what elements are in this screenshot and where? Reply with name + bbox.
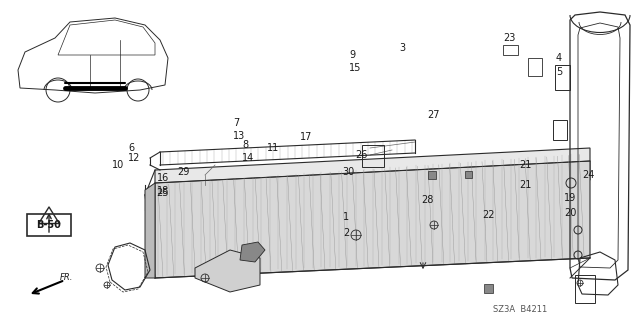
Text: 20: 20 xyxy=(564,208,577,218)
Bar xyxy=(528,58,542,76)
Polygon shape xyxy=(483,284,493,293)
Polygon shape xyxy=(155,161,590,278)
Polygon shape xyxy=(428,171,436,179)
Bar xyxy=(575,275,595,303)
Text: 13: 13 xyxy=(233,131,245,141)
Text: 2: 2 xyxy=(343,228,349,238)
Text: 9: 9 xyxy=(349,50,355,60)
Text: 10: 10 xyxy=(112,160,124,170)
Text: SZ3A  B4211: SZ3A B4211 xyxy=(493,306,547,315)
Text: 22: 22 xyxy=(482,210,495,220)
Text: 21: 21 xyxy=(519,160,531,170)
Text: 11: 11 xyxy=(267,143,279,153)
Polygon shape xyxy=(465,170,472,177)
Bar xyxy=(555,65,570,90)
Polygon shape xyxy=(240,242,265,262)
Text: 27: 27 xyxy=(427,110,440,120)
Polygon shape xyxy=(155,148,590,195)
Bar xyxy=(553,120,567,140)
Text: 16: 16 xyxy=(157,173,169,183)
Text: 25: 25 xyxy=(156,188,168,198)
Text: 18: 18 xyxy=(157,186,169,196)
Text: 3: 3 xyxy=(399,43,405,53)
Text: 8: 8 xyxy=(242,140,248,150)
Polygon shape xyxy=(145,183,155,278)
Text: FR.: FR. xyxy=(60,272,74,281)
Text: 1: 1 xyxy=(343,212,349,222)
Text: 14: 14 xyxy=(242,153,254,163)
Text: 15: 15 xyxy=(349,63,362,73)
Text: 24: 24 xyxy=(582,170,595,180)
Bar xyxy=(362,145,384,167)
Text: 26: 26 xyxy=(355,150,367,160)
Text: 28: 28 xyxy=(421,195,433,205)
Text: 6: 6 xyxy=(128,143,134,153)
Text: 7: 7 xyxy=(233,118,239,128)
Text: 12: 12 xyxy=(128,153,140,163)
Text: 17: 17 xyxy=(300,132,312,142)
Text: 19: 19 xyxy=(564,193,576,203)
Text: 4: 4 xyxy=(556,53,562,63)
Text: 5: 5 xyxy=(556,67,563,77)
Polygon shape xyxy=(195,250,260,292)
Text: 30: 30 xyxy=(342,167,355,177)
Text: 23: 23 xyxy=(503,33,515,43)
Text: B-50: B-50 xyxy=(36,220,61,230)
Text: 21: 21 xyxy=(519,180,531,190)
Bar xyxy=(502,45,518,55)
Text: 29: 29 xyxy=(177,167,189,177)
